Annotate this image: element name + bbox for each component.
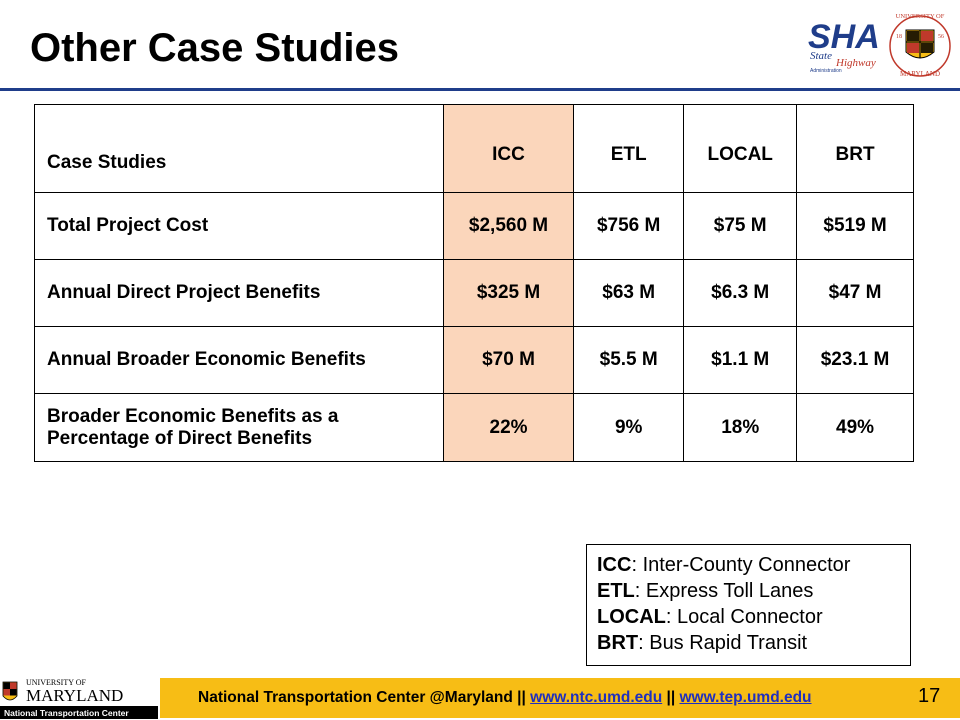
- sha-logo-sub2: Highway: [835, 57, 876, 69]
- footer-logo-line2: MARYLAND: [26, 686, 123, 705]
- cell-icc: $325 M: [442, 259, 575, 327]
- legend-abbr: ETL: [597, 580, 635, 602]
- slide-title: Other Case Studies: [30, 26, 400, 70]
- table-row: Annual Direct Project Benefits $325 M $6…: [34, 259, 914, 327]
- footer-separator: ||: [512, 689, 531, 706]
- footer-logo-line1: UNIVERSITY OF: [26, 678, 86, 687]
- legend-abbr: ICC: [597, 554, 632, 576]
- table-row: Broader Economic Benefits as a Percentag…: [34, 393, 914, 462]
- header-etl: ETL: [573, 104, 685, 193]
- umd-seal-top: UNIVERSITY OF: [896, 13, 945, 20]
- legend-text: : Inter-County Connector: [631, 554, 851, 576]
- legend-item: BRT: Bus Rapid Transit: [597, 630, 900, 656]
- footer-logo-line3: National Transportation Center: [4, 708, 129, 718]
- cell-etl: $756 M: [573, 192, 685, 260]
- legend-text: : Local Connector: [665, 606, 823, 628]
- case-studies-table: Case Studies ICC ETL LOCAL BRT Total Pro…: [34, 104, 914, 462]
- row-label: Broader Economic Benefits as a Percentag…: [34, 393, 444, 462]
- umd-seal-y1: 18: [896, 34, 902, 40]
- row-label: Annual Direct Project Benefits: [34, 259, 444, 327]
- row-label: Total Project Cost: [34, 192, 444, 260]
- header-icc: ICC: [442, 104, 575, 193]
- legend-text: : Express Toll Lanes: [634, 580, 814, 602]
- ntc-link[interactable]: www.ntc.umd.edu: [530, 689, 663, 706]
- abbreviation-legend: ICC: Inter-County Connector ETL: Express…: [586, 544, 911, 666]
- legend-abbr: LOCAL: [597, 606, 666, 628]
- header-brt: BRT: [796, 104, 914, 193]
- table-header-row: Case Studies ICC ETL LOCAL BRT: [34, 104, 914, 193]
- sha-logo: SHA State Highway Administration: [808, 18, 880, 74]
- cell-brt: $519 M: [796, 192, 914, 260]
- header-case-studies: Case Studies: [34, 104, 444, 193]
- cell-local: $1.1 M: [683, 326, 798, 394]
- sha-logo-sub1: State: [810, 50, 832, 62]
- cell-icc: 22%: [442, 393, 575, 462]
- tep-link[interactable]: www.tep.umd.edu: [679, 689, 812, 706]
- table-row: Annual Broader Economic Benefits $70 M $…: [34, 326, 914, 394]
- umd-seal-bottom: MARYLAND: [900, 70, 940, 78]
- cell-local: $6.3 M: [683, 259, 798, 327]
- cell-brt: $23.1 M: [796, 326, 914, 394]
- footer-text: National Transportation Center @Maryland…: [198, 689, 812, 707]
- row-label: Annual Broader Economic Benefits: [34, 326, 444, 394]
- footer-org: National Transportation Center @Maryland: [198, 689, 513, 706]
- legend-item: ETL: Express Toll Lanes: [597, 578, 900, 604]
- cell-icc: $70 M: [442, 326, 575, 394]
- title-divider: [0, 88, 960, 91]
- sha-logo-sub3: Administration: [810, 68, 842, 74]
- table-row: Total Project Cost $2,560 M $756 M $75 M…: [34, 192, 914, 260]
- header-local: LOCAL: [683, 104, 798, 193]
- cell-local: 18%: [683, 393, 798, 462]
- umd-seal-y2: 56: [938, 34, 944, 40]
- legend-abbr: BRT: [597, 632, 639, 654]
- cell-local: $75 M: [683, 192, 798, 260]
- cell-brt: 49%: [796, 393, 914, 462]
- footer-separator: ||: [662, 689, 680, 706]
- legend-item: ICC: Inter-County Connector: [597, 552, 900, 578]
- umd-seal-logo: UNIVERSITY OF 18 56 MARYLAND: [889, 13, 951, 78]
- cell-etl: $5.5 M: [573, 326, 685, 394]
- cell-brt: $47 M: [796, 259, 914, 327]
- cell-etl: 9%: [573, 393, 685, 462]
- cell-icc: $2,560 M: [442, 192, 575, 260]
- footer-bar: [160, 678, 960, 718]
- legend-text: : Bus Rapid Transit: [638, 632, 808, 654]
- umd-ntc-logo: UNIVERSITY OF MARYLAND National Transpor…: [0, 678, 158, 719]
- legend-item: LOCAL: Local Connector: [597, 604, 900, 630]
- sha-logo-big: SHA: [808, 18, 880, 56]
- page-number: 17: [918, 685, 941, 707]
- cell-etl: $63 M: [573, 259, 685, 327]
